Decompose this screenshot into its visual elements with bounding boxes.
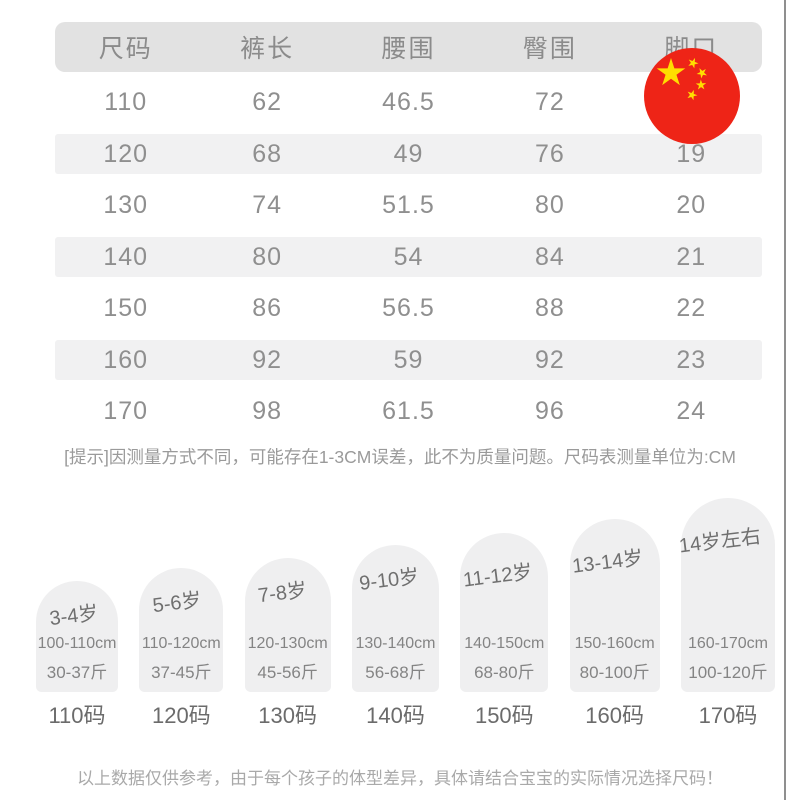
size-stats: 110-120cm 37-45斤 xyxy=(129,635,233,683)
cell-size: 110 xyxy=(104,88,148,117)
header-waist: 腰围 xyxy=(381,35,436,63)
weight-range: 100-120斤 xyxy=(688,663,768,682)
cell-pants-length: 62 xyxy=(252,88,282,117)
height-range: 110-120cm xyxy=(141,635,221,652)
height-range: 130-140cm xyxy=(355,635,436,652)
size-stats: 130-140cm 56-68斤 xyxy=(342,635,449,683)
cell-hip: 88 xyxy=(534,294,565,323)
table-row: 140 80 54 84 21 xyxy=(55,232,762,284)
size-stats: 120-130cm 45-56斤 xyxy=(235,635,341,683)
header-pants-length: 裤长 xyxy=(240,35,295,63)
size-arch: 5-6岁 110-120cm 37-45斤 xyxy=(139,568,224,692)
size-item-150: 11-12岁 140-150cm 68-80斤 150码 xyxy=(460,533,549,730)
height-range: 100-110cm xyxy=(37,635,117,652)
cell-leg-opening: 20 xyxy=(676,191,707,220)
cell-waist: 56.5 xyxy=(382,294,435,323)
cell-pants-length: 98 xyxy=(252,397,282,426)
size-item-140: 9-10岁 130-140cm 56-68斤 140码 xyxy=(351,545,439,730)
cell-waist: 46.5 xyxy=(382,88,435,117)
cell-leg-opening: 19 xyxy=(676,139,707,168)
size-code-label: 130码 xyxy=(258,703,318,728)
table-row: 170 98 61.5 96 24 xyxy=(55,386,762,438)
size-code-label: 170码 xyxy=(698,703,758,728)
cell-waist: 54 xyxy=(393,242,424,271)
china-flag-badge xyxy=(644,48,740,144)
size-arch: 9-10岁 130-140cm 56-68斤 xyxy=(351,545,439,692)
cell-hip: 84 xyxy=(534,242,565,271)
size-code-label: 140码 xyxy=(366,703,425,728)
height-range: 160-170cm xyxy=(687,635,768,652)
size-stats: 150-160cm 80-100斤 xyxy=(560,635,670,683)
size-item-110: 3-4岁 100-110cm 30-37斤 110码 xyxy=(36,581,118,730)
weight-range: 68-80斤 xyxy=(474,663,535,682)
size-code-label: 110码 xyxy=(48,703,106,728)
cell-size: 130 xyxy=(103,191,149,220)
cell-waist: 59 xyxy=(393,345,424,374)
cell-hip: 92 xyxy=(534,345,565,374)
cell-waist: 61.5 xyxy=(382,397,435,426)
cell-pants-length: 74 xyxy=(252,191,282,220)
table-body: 110 62 46.5 72 120 68 49 76 19 130 74 51… xyxy=(55,77,762,438)
cell-size: 160 xyxy=(103,345,149,374)
header-size: 尺码 xyxy=(98,35,153,63)
cell-hip: 72 xyxy=(534,88,565,117)
cell-leg-opening: 24 xyxy=(676,397,707,426)
size-arch: 11-12岁 140-150cm 68-80斤 xyxy=(460,533,549,692)
height-range: 140-150cm xyxy=(464,635,545,652)
cell-pants-length: 80 xyxy=(252,242,282,271)
weight-range: 56-68斤 xyxy=(365,663,426,682)
size-guide: 3-4岁 100-110cm 30-37斤 110码 5-6岁 110-120c… xyxy=(36,498,775,730)
table-row: 120 68 49 76 19 xyxy=(55,129,762,181)
weight-range: 37-45斤 xyxy=(151,663,212,682)
height-range: 120-130cm xyxy=(247,635,328,652)
weight-range: 30-37斤 xyxy=(46,663,108,682)
cell-pants-length: 92 xyxy=(252,345,282,374)
cell-leg-opening: 22 xyxy=(676,294,707,323)
cell-size: 120 xyxy=(103,139,149,168)
cell-hip: 96 xyxy=(534,397,565,426)
size-table: 尺码 裤长 腰围 臀围 脚口 110 62 46.5 72 120 68 49 … xyxy=(55,22,762,438)
size-code-label: 150码 xyxy=(474,703,534,728)
table-row: 150 86 56.5 88 22 xyxy=(55,283,762,335)
weight-range: 45-56斤 xyxy=(257,663,318,682)
size-arch: 14岁左右 160-170cm 100-120斤 xyxy=(678,498,775,692)
cell-pants-length: 86 xyxy=(252,294,282,323)
size-stats: 100-110cm 30-37斤 xyxy=(26,635,128,683)
header-hip: 臀围 xyxy=(522,35,577,63)
weight-range: 80-100斤 xyxy=(579,663,650,682)
size-stats: 140-150cm 68-80斤 xyxy=(450,635,558,683)
cell-waist: 49 xyxy=(393,139,424,168)
measurement-note: [提示]因测量方式不同，可能存在1-3CM误差，此不为质量问题。尺码表测量单位为… xyxy=(64,447,736,467)
size-item-160: 13-14岁 150-160cm 80-100斤 160码 xyxy=(569,519,660,730)
size-item-130: 7-8岁 120-130cm 45-56斤 130码 xyxy=(244,558,331,730)
height-range: 150-160cm xyxy=(574,635,655,652)
table-row: 130 74 51.5 80 20 xyxy=(55,180,762,232)
size-arch: 3-4岁 100-110cm 30-37斤 xyxy=(36,581,118,692)
cell-size: 170 xyxy=(103,397,149,426)
cell-size: 150 xyxy=(103,294,149,323)
cell-size: 140 xyxy=(103,242,149,271)
cell-leg-opening: 23 xyxy=(676,345,707,374)
table-header-row: 尺码 裤长 腰围 臀围 脚口 xyxy=(55,22,762,72)
size-arch: 7-8岁 120-130cm 45-56斤 xyxy=(244,558,331,692)
cell-hip: 76 xyxy=(534,139,565,168)
footer-note: 以上数据仅供参考，由于每个孩子的体型差异，具体请结合宝宝的实际情况选择尺码！ xyxy=(77,769,723,788)
table-row: 160 92 59 92 23 xyxy=(55,335,762,387)
size-stats: 160-170cm 100-120斤 xyxy=(671,635,785,683)
china-flag-icon xyxy=(644,48,740,144)
cell-hip: 80 xyxy=(534,191,565,220)
size-arch: 13-14岁 150-160cm 80-100斤 xyxy=(569,519,660,692)
size-item-120: 5-6岁 110-120cm 37-45斤 120码 xyxy=(139,568,224,730)
cell-pants-length: 68 xyxy=(252,139,282,168)
size-code-label: 120码 xyxy=(151,703,211,728)
size-code-label: 160码 xyxy=(585,703,644,728)
size-item-170: 14岁左右 160-170cm 100-120斤 170码 xyxy=(678,498,775,730)
page-right-border xyxy=(784,0,786,800)
table-row: 110 62 46.5 72 xyxy=(55,77,762,129)
cell-waist: 51.5 xyxy=(382,191,435,220)
cell-leg-opening: 21 xyxy=(676,242,707,271)
